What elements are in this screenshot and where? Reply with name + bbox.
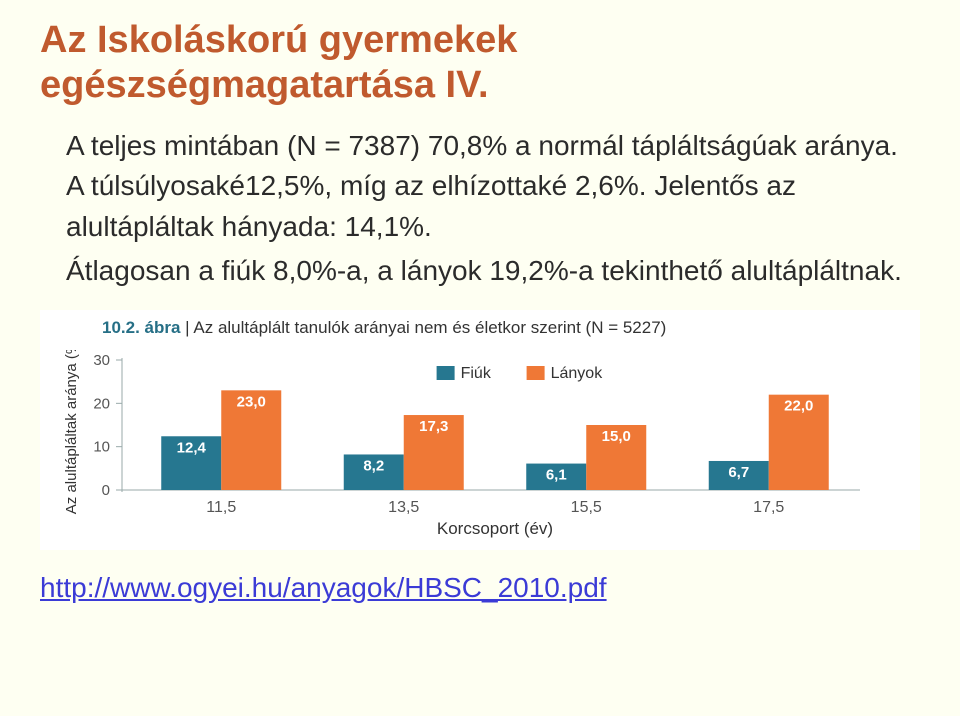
title-line-2: egészségmagatartása IV. (40, 64, 489, 106)
bar-value-label: 22,0 (784, 398, 813, 415)
bar-value-label: 6,1 (546, 467, 567, 484)
bar-value-label: 23,0 (237, 393, 266, 410)
y-tick-label: 30 (93, 352, 110, 369)
chart-caption-ord: 10.2. ábra (102, 318, 180, 337)
y-tick-label: 20 (93, 395, 110, 412)
x-category-label: 11,5 (206, 499, 236, 516)
legend-swatch (527, 366, 545, 380)
y-tick-label: 10 (93, 439, 110, 456)
y-axis-title: Az alultápláltak aránya (%) (63, 350, 80, 514)
x-category-label: 13,5 (388, 499, 419, 516)
bar-value-label: 8,2 (363, 457, 384, 474)
y-tick-label: 0 (102, 482, 110, 499)
chart-caption-text: Az alultáplált tanulók arányai nem és él… (193, 318, 666, 337)
x-axis-title: Korcsoport (év) (437, 519, 553, 538)
chart-container: 10.2. ábra | Az alultáplált tanulók arán… (40, 310, 920, 550)
bar-value-label: 12,4 (177, 439, 207, 456)
legend-label: Fiúk (461, 365, 492, 382)
bar-value-label: 15,0 (602, 428, 631, 445)
page-title: Az Iskoláskorú gyermekek egészségmagatar… (40, 18, 920, 108)
legend-swatch (437, 366, 455, 380)
bar-value-label: 17,3 (419, 418, 448, 435)
source-link[interactable]: http://www.ogyei.hu/anyagok/HBSC_2010.pd… (40, 572, 607, 603)
body-paragraph-2: Átlagosan a fiúk 8,0%-a, a lányok 19,2%-… (66, 251, 920, 292)
chart-caption: 10.2. ábra | Az alultáplált tanulók arán… (102, 318, 900, 338)
body-paragraph-1: A teljes mintában (N = 7387) 70,8% a nor… (66, 126, 920, 248)
slide: Az Iskoláskorú gyermekek egészségmagatar… (0, 0, 960, 716)
x-category-label: 15,5 (571, 499, 602, 516)
bar-chart: 0 10 20 30 Az alultápláltak aránya (%) 12,4 23… (50, 350, 880, 540)
legend-label: Lányok (551, 365, 604, 382)
chart-caption-sep: | (180, 318, 193, 337)
bar-value-label: 6,7 (728, 464, 749, 481)
x-category-label: 17,5 (753, 499, 784, 516)
title-line-1: Az Iskoláskorú gyermekek (40, 19, 517, 61)
body-text: A teljes mintában (N = 7387) 70,8% a nor… (66, 126, 920, 292)
